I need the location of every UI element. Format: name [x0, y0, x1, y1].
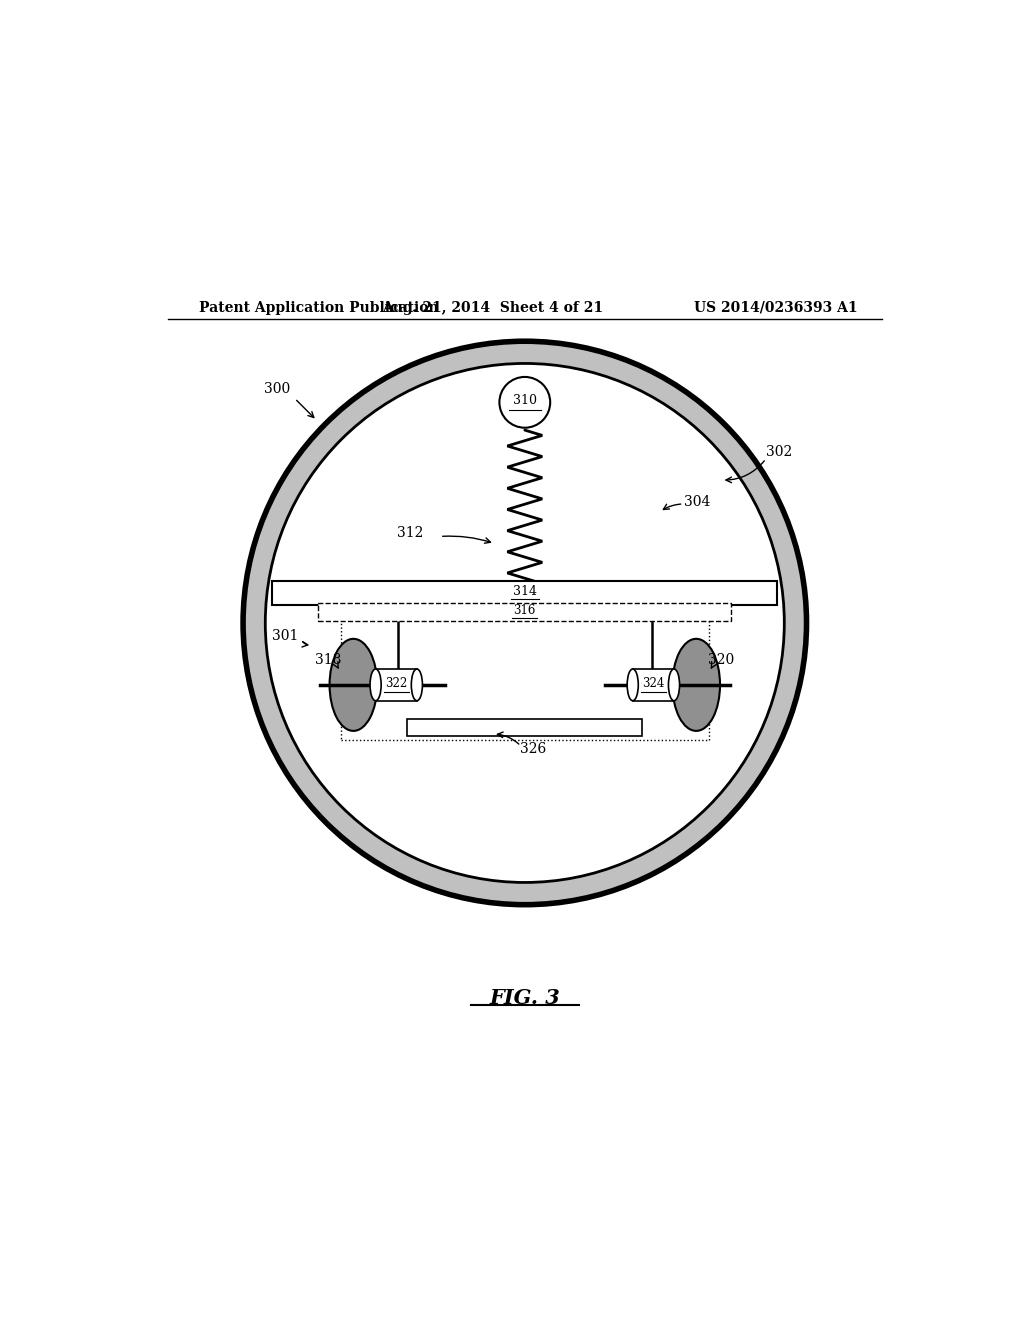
Circle shape: [500, 378, 550, 428]
Ellipse shape: [330, 639, 377, 731]
Text: US 2014/0236393 A1: US 2014/0236393 A1: [694, 301, 858, 315]
Bar: [408, 719, 642, 737]
Text: 310: 310: [513, 395, 537, 408]
Text: 326: 326: [519, 742, 546, 756]
Circle shape: [243, 342, 807, 904]
Text: Aug. 21, 2014  Sheet 4 of 21: Aug. 21, 2014 Sheet 4 of 21: [383, 301, 603, 315]
Bar: [318, 603, 731, 620]
Bar: [272, 581, 777, 605]
Text: 320: 320: [709, 653, 735, 667]
Ellipse shape: [673, 639, 720, 731]
Text: 301: 301: [272, 630, 298, 643]
Ellipse shape: [627, 669, 638, 701]
Text: 304: 304: [684, 495, 710, 508]
Ellipse shape: [370, 669, 381, 701]
Text: 314: 314: [513, 585, 537, 598]
Bar: [376, 669, 417, 701]
Text: 302: 302: [766, 445, 792, 459]
Bar: [341, 619, 709, 739]
Text: 316: 316: [514, 603, 536, 616]
Text: FIG. 3: FIG. 3: [489, 989, 560, 1008]
Text: 300: 300: [264, 381, 291, 396]
Text: 312: 312: [397, 527, 423, 540]
Text: 318: 318: [314, 653, 341, 667]
Text: 322: 322: [385, 677, 408, 690]
Ellipse shape: [412, 669, 423, 701]
Text: 324: 324: [642, 677, 665, 690]
Text: Patent Application Publication: Patent Application Publication: [200, 301, 439, 315]
Ellipse shape: [669, 669, 680, 701]
Bar: [633, 669, 674, 701]
Circle shape: [265, 363, 784, 883]
